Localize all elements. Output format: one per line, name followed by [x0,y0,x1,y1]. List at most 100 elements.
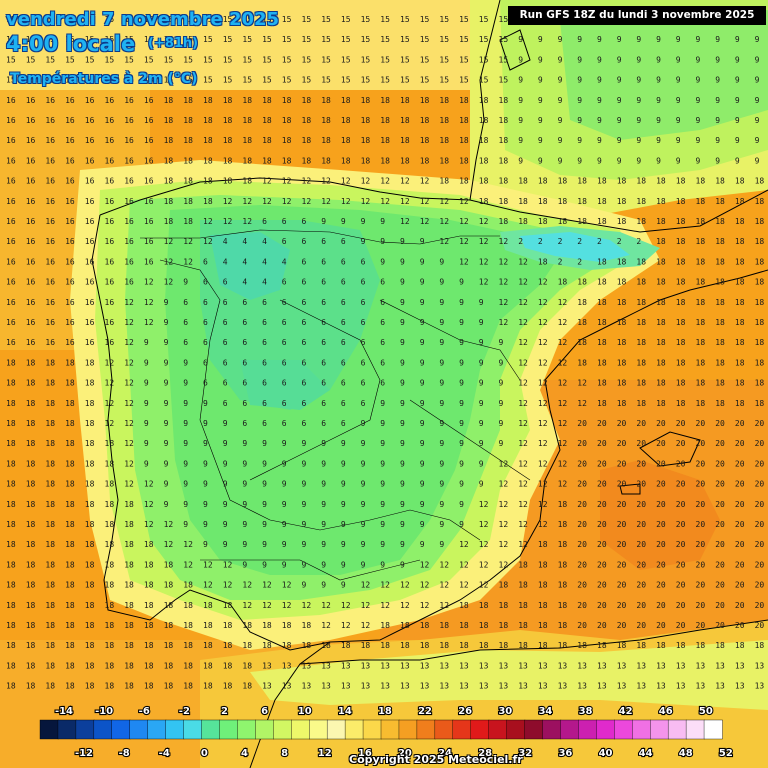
grid-value: 9 [223,540,228,549]
grid-value: 9 [459,358,464,367]
grid-value: 18 [6,399,16,408]
grid-value: 18 [242,641,252,650]
grid-value: 9 [636,116,641,125]
grid-value: 12 [538,520,548,529]
grid-value: 18 [341,136,351,145]
grid-value: 12 [302,177,312,186]
grid-value: 12 [558,338,568,347]
grid-value: 18 [439,621,449,630]
grid-value: 18 [696,217,706,226]
legend-label-bottom: 20 [398,748,412,759]
grid-value: 12 [124,379,134,388]
grid-value: 9 [361,459,366,468]
grid-value: 9 [420,520,425,529]
grid-value: 20 [715,621,725,630]
grid-value: 9 [676,136,681,145]
grid-value: 13 [558,682,568,691]
grid-value: 18 [597,641,607,650]
grid-value: 16 [85,318,95,327]
grid-value: 18 [538,197,548,206]
grid-value: 18 [696,399,706,408]
grid-value: 15 [420,76,430,85]
grid-value: 9 [321,520,326,529]
legend-label-top: -6 [139,706,150,717]
grid-value: 20 [755,439,765,448]
grid-value: 13 [617,682,627,691]
grid-value: 15 [302,55,312,64]
grid-value: 20 [735,560,745,569]
grid-value: 18 [715,257,725,266]
grid-value: 18 [164,661,174,670]
grid-value: 6 [341,338,346,347]
grid-value: 9 [459,298,464,307]
grid-value: 18 [420,116,430,125]
grid-value: 16 [45,338,55,347]
grid-value: 20 [636,439,646,448]
grid-value: 20 [696,621,706,630]
grid-value: 9 [223,500,228,509]
grid-value: 18 [26,581,36,590]
grid-value: 12 [380,197,390,206]
grid-value: 12 [144,500,154,509]
grid-value: 18 [65,520,75,529]
grid-value: 9 [636,35,641,44]
grid-value: 16 [124,237,134,246]
grid-value: 18 [26,358,36,367]
grid-value: 9 [558,96,563,105]
grid-value: 12 [499,500,509,509]
grid-value: 18 [45,399,55,408]
grid-value: 18 [735,379,745,388]
grid-value: 18 [65,439,75,448]
grid-value: 9 [715,55,720,64]
grid-value: 9 [341,560,346,569]
grid-value: 9 [341,439,346,448]
grid-value: 18 [715,197,725,206]
grid-value: 18 [26,661,36,670]
grid-value: 12 [538,419,548,428]
grid-value: 18 [617,298,627,307]
grid-value: 12 [144,278,154,287]
grid-value: 18 [715,298,725,307]
grid-value: 20 [577,520,587,529]
grid-value: 15 [203,76,213,85]
grid-value: 20 [696,480,706,489]
grid-value: 18 [262,116,272,125]
grid-value: 9 [696,156,701,165]
grid-value: 18 [45,480,55,489]
grid-value: 6 [302,379,307,388]
grid-value: 6 [321,379,326,388]
grid-value: 18 [715,177,725,186]
grid-value: 9 [400,318,405,327]
grid-value: 9 [656,35,661,44]
grid-value: 18 [735,197,745,206]
grid-value: 12 [538,439,548,448]
grid-value: 15 [380,55,390,64]
grid-value: 9 [380,540,385,549]
grid-value: 18 [203,136,213,145]
grid-value: 9 [400,278,405,287]
grid-value: 18 [735,278,745,287]
grid-value: 9 [735,35,740,44]
grid-value: 6 [361,338,366,347]
grid-value: 9 [696,96,701,105]
grid-value: 16 [26,116,36,125]
grid-value: 12 [499,257,509,266]
grid-value: 6 [223,298,228,307]
grid-value: 16 [124,278,134,287]
grid-value: 9 [755,156,760,165]
grid-value: 16 [85,278,95,287]
legend-label-bottom: 52 [719,748,733,759]
grid-value: 9 [282,560,287,569]
grid-value: 12 [459,581,469,590]
grid-value: 15 [65,35,75,44]
grid-value: 9 [538,96,543,105]
grid-value: 15 [341,35,351,44]
grid-value: 9 [420,257,425,266]
grid-value: 13 [321,682,331,691]
legend-label-top: 38 [579,706,593,717]
grid-value: 20 [676,581,686,590]
legend-label-top: 26 [458,706,472,717]
grid-value: 12 [302,601,312,610]
grid-value: 20 [715,500,725,509]
grid-value: 20 [617,439,627,448]
